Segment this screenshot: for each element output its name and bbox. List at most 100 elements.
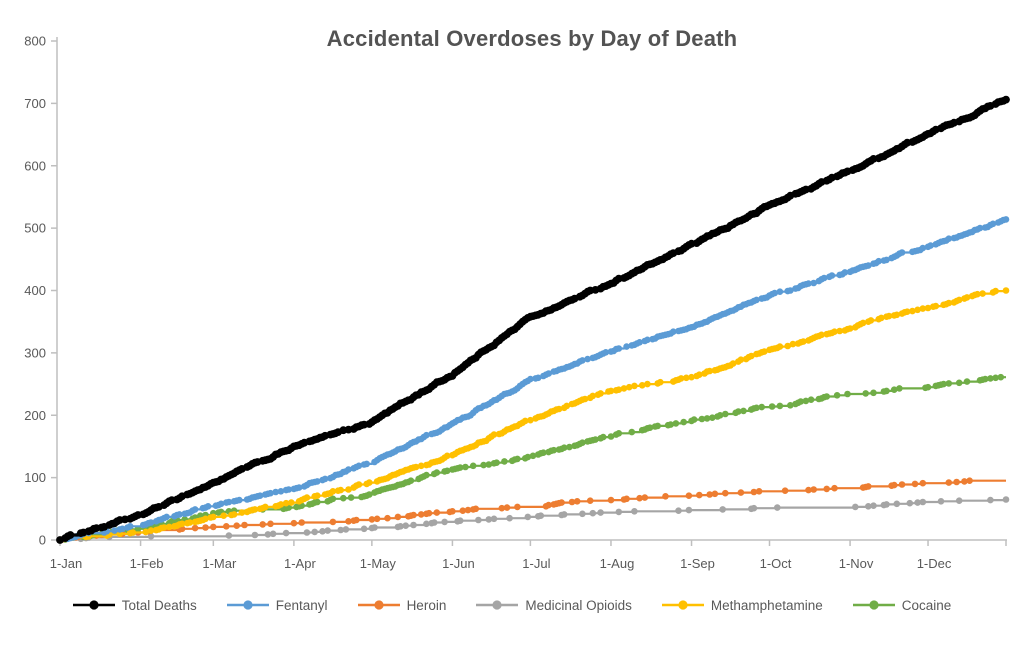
data-point <box>932 302 940 310</box>
data-point <box>277 501 285 508</box>
data-point <box>890 481 898 489</box>
data-point <box>384 514 391 522</box>
legend-label-methamphetamine: Methamphetamine <box>710 597 823 613</box>
data-point <box>846 325 854 332</box>
data-point <box>753 404 760 412</box>
data-point <box>963 294 971 301</box>
data-point <box>527 375 534 383</box>
data-point <box>394 513 402 521</box>
data-point <box>844 390 851 398</box>
data-point <box>191 506 199 513</box>
data-point <box>337 486 345 494</box>
data-point <box>586 497 594 505</box>
data-point <box>865 483 872 490</box>
data-point <box>852 503 859 511</box>
data-point <box>937 498 945 505</box>
data-point <box>711 490 719 498</box>
legend-item-medicinal-opioids: Medicinal Opioids <box>476 598 632 613</box>
data-point <box>589 392 597 400</box>
data-point <box>363 460 371 468</box>
data-point <box>251 506 259 513</box>
data-point <box>366 479 373 486</box>
data-point <box>870 389 877 397</box>
data-point <box>753 296 760 304</box>
legend-label-total-deaths: Total Deaths <box>121 597 197 613</box>
data-point <box>147 527 155 534</box>
y-tick-label: 100 <box>24 470 46 485</box>
data-point <box>722 489 729 497</box>
data-point <box>638 382 646 389</box>
data-point <box>259 521 267 528</box>
data-point <box>298 519 306 526</box>
data-point <box>696 491 703 499</box>
data-point <box>423 471 430 479</box>
data-point <box>919 305 927 312</box>
data-point <box>503 504 511 511</box>
data-point <box>251 531 259 539</box>
data-point <box>160 524 168 531</box>
data-point <box>636 339 643 346</box>
data-point <box>662 493 669 500</box>
data-point <box>677 375 685 382</box>
data-point <box>961 478 968 485</box>
data-point <box>529 452 537 460</box>
data-point <box>329 495 337 503</box>
data-point <box>340 494 347 502</box>
series-fentanyl <box>56 216 1010 544</box>
legend-label-medicinal-opioids: Medicinal Opioids <box>525 597 632 613</box>
data-point <box>236 496 243 504</box>
legend-marker-total-deaths <box>72 600 115 610</box>
legend-marker-methamphetamine <box>661 600 704 610</box>
data-point <box>955 497 963 505</box>
y-tick-label: 600 <box>24 158 46 173</box>
series-line-methamphetamine <box>60 289 1007 542</box>
data-point <box>425 509 433 517</box>
data-point <box>441 518 448 526</box>
data-point <box>776 343 784 350</box>
data-point <box>345 466 352 473</box>
data-point <box>412 463 420 471</box>
data-point <box>992 374 999 382</box>
data-point <box>493 459 500 467</box>
data-point <box>607 387 615 395</box>
data-point <box>670 328 677 336</box>
data-point <box>867 317 875 324</box>
data-point <box>433 509 441 516</box>
axes <box>51 37 1007 546</box>
data-point <box>836 327 843 335</box>
data-point <box>945 380 953 387</box>
series-line-medicinal-opioids <box>60 498 1007 542</box>
data-point <box>683 374 690 382</box>
data-point <box>865 503 872 510</box>
data-point <box>514 455 521 463</box>
data-point <box>163 513 170 521</box>
data-point <box>347 494 355 501</box>
chart-legend: Total Deaths Fentanyl Heroin Medicinal Opio… <box>0 590 1024 620</box>
data-point <box>787 287 794 294</box>
data-point <box>914 499 921 506</box>
data-point <box>456 517 464 524</box>
data-point <box>589 509 597 517</box>
legend-label-cocaine: Cocaine <box>901 597 952 613</box>
data-point <box>1002 287 1010 294</box>
x-tick-label: 1-Apr <box>284 556 316 571</box>
data-point <box>147 533 155 540</box>
data-point <box>628 428 636 436</box>
x-tick-label: 1-Mar <box>202 556 237 571</box>
data-point <box>776 288 784 296</box>
data-point <box>142 528 150 536</box>
data-point <box>165 523 173 531</box>
data-point <box>353 516 360 524</box>
data-point <box>750 504 758 512</box>
data-point <box>802 397 810 405</box>
data-point <box>178 520 186 528</box>
data-point <box>615 430 623 437</box>
data-point <box>906 499 914 507</box>
data-point <box>667 421 674 428</box>
data-point <box>217 500 225 508</box>
data-point <box>264 531 272 538</box>
series-markers-medicinal-opioids <box>56 496 1010 544</box>
data-point <box>319 528 326 535</box>
data-point <box>706 367 713 375</box>
